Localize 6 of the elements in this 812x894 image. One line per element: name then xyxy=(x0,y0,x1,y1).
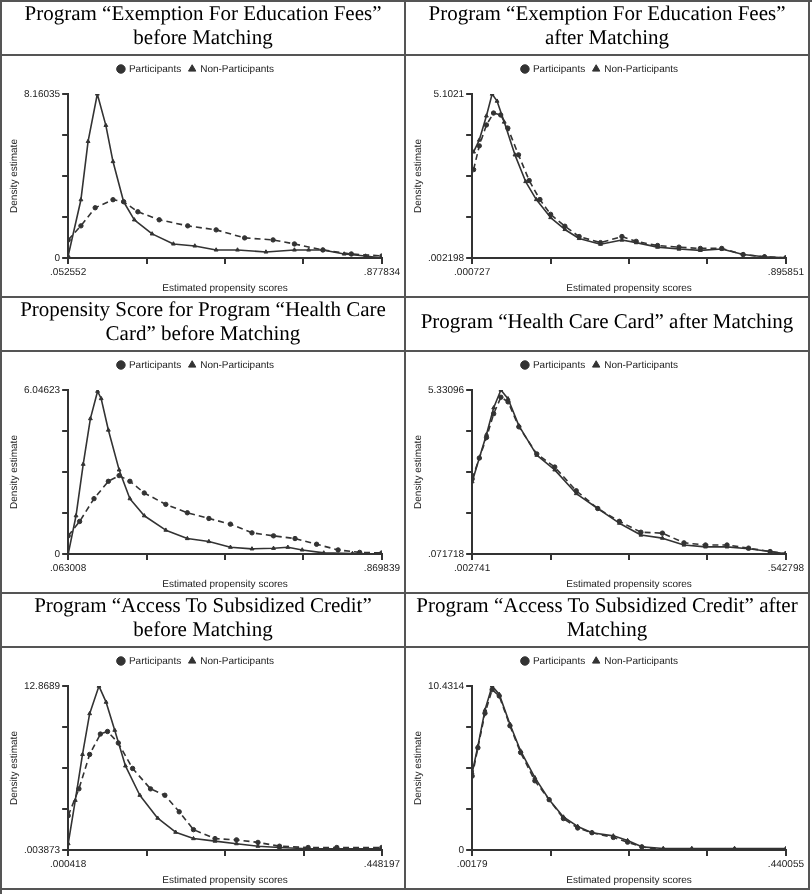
chart-title: Program “Access To Subsidized Credit” after Matching xyxy=(406,594,808,648)
chart-title: Program “Access To Subsidized Credit” before Matching xyxy=(2,594,404,648)
chart-title: Program “Exemption For Education Fees” after Matching xyxy=(406,2,808,56)
chart-title: Propensity Score for Program “Health Care Card” before Matching xyxy=(2,298,404,352)
chart-title: Program “Health Care Card” after Matching xyxy=(406,298,808,352)
chart-title: Program “Exemption For Education Fees” before Matching xyxy=(2,2,404,56)
